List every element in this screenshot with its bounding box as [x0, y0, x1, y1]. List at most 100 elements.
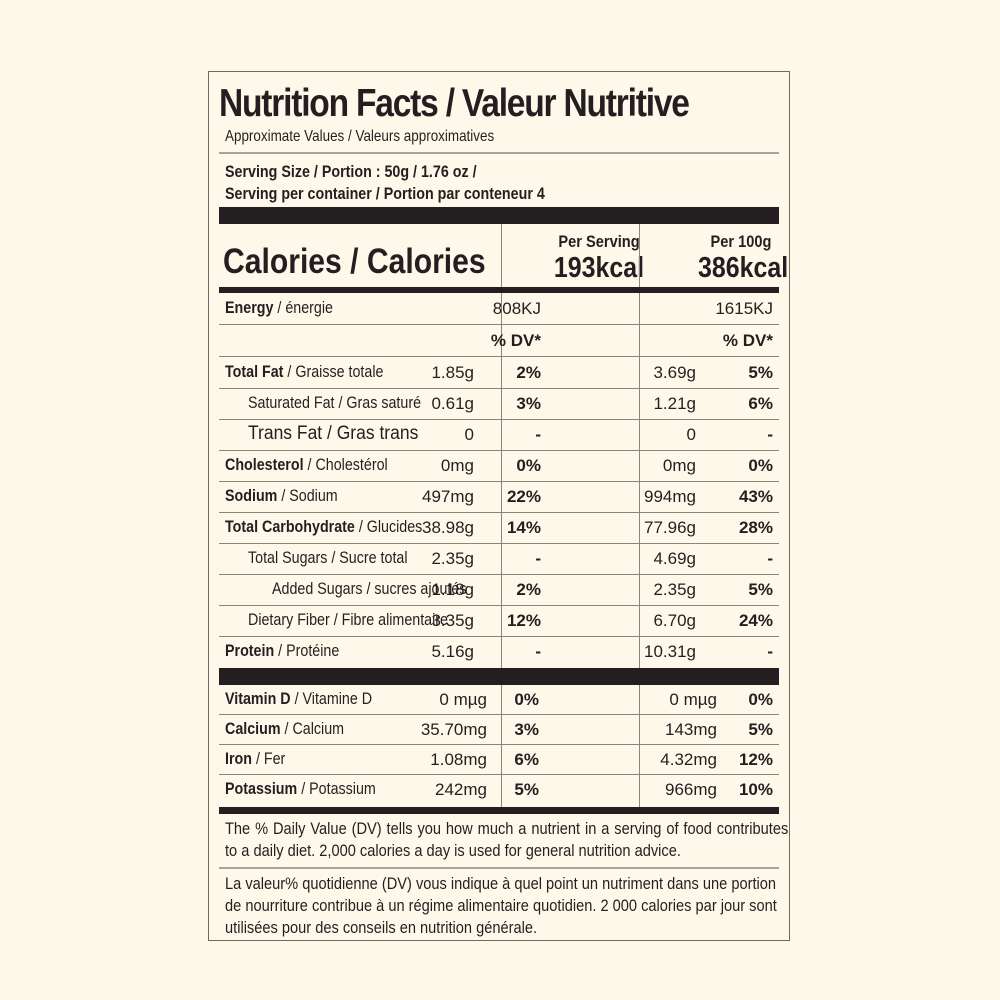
nutrient-name: Total Carbohydrate / Glucides [225, 517, 423, 536]
per-100g-amount: 1.21g [653, 394, 696, 413]
energy-row: Energy / énergie 808KJ 1615KJ [219, 293, 779, 325]
column-divider [639, 224, 640, 668]
per-100g-dv: 24% [738, 611, 773, 630]
nutrient-name: Cholesterol / Cholestérol [225, 455, 388, 474]
nutrient-name: Total Fat / Graisse totale [225, 362, 384, 381]
nutrient-row-total-sugars: Total Sugars / Sucre total 2.35g - 4.69g… [219, 543, 779, 575]
per-serving-dv: 3% [516, 394, 541, 413]
per-100g-dv: 0% [748, 690, 773, 709]
per-100g-dv: 43% [738, 487, 773, 506]
per-100g-amount: 2.35g [653, 580, 696, 599]
per-serving-header: Per Serving 193kcal [509, 232, 689, 284]
servings-per-container: Serving per container / Portion par cont… [225, 184, 545, 203]
calories-divider [219, 287, 779, 293]
per-100g-heading: Per 100g [710, 232, 772, 251]
column-divider [501, 224, 502, 668]
footnote-english: The % Daily Value (DV) tells you how muc… [225, 819, 789, 860]
per-serving-dv: 12% [506, 611, 541, 630]
serving-info: Serving Size / Portion : 50g / 1.76 oz /… [225, 161, 545, 205]
per-serving-amount: 0mg [440, 456, 474, 475]
per-serving-dv: 2% [516, 580, 541, 599]
nutrient-name: Potassium / Potassium [225, 779, 376, 798]
per-100g-dv: - [767, 549, 773, 568]
energy-per-100g: 1615KJ [715, 299, 773, 318]
per-100g-dv: 28% [738, 518, 773, 537]
nutrient-name: Protein / Protéine [225, 641, 340, 660]
vitamins-divider [219, 668, 779, 685]
vitamin-row-potassium: Potassium / Potassium 242mg 5% 966mg 10% [219, 775, 779, 804]
per-100g-amount: 10.31g [644, 642, 696, 661]
per-serving-amount: 497mg [422, 487, 474, 506]
calories-label: Calories / Calories [223, 242, 486, 281]
per-serving-dv: 6% [514, 750, 539, 769]
nutrient-row-sodium: Sodium / Sodium 497mg 22% 994mg 43% [219, 481, 779, 513]
per-serving-dv: 0% [514, 690, 539, 709]
per-serving-dv: 22% [506, 487, 541, 506]
per-serving-amount: 0 mµg [439, 690, 487, 709]
nutrient-row-added-sugars: Added Sugars / sucres ajoutés 1.18g 2% 2… [219, 574, 779, 606]
per-serving-amount: 38.98g [422, 518, 474, 537]
per-serving-amount: 2.35g [431, 549, 474, 568]
per-100g-amount: 6.70g [653, 611, 696, 630]
per-100g-amount: 0 [686, 425, 696, 444]
per-serving-heading: Per Serving [558, 232, 640, 251]
per-100g-amount: 77.96g [644, 518, 696, 537]
per-serving-dv: 5% [514, 780, 539, 799]
per-100g-amount: 0 mµg [669, 690, 717, 709]
per-serving-amount: 0.61g [431, 394, 474, 413]
per-serving-dv: - [535, 549, 541, 568]
per-100g-dv: 5% [748, 363, 773, 382]
per-serving-amount: 1.08mg [430, 750, 487, 769]
nutrient-row-dietary-fiber: Dietary Fiber / Fibre alimentaire 3.35g … [219, 605, 779, 637]
energy-per-serving: 808KJ [492, 299, 541, 318]
per-100g-header: Per 100g 386kcal [691, 232, 791, 284]
per-100g-amount: 3.69g [653, 363, 696, 382]
column-divider [501, 685, 502, 807]
dv-header-100g: % DV* [722, 331, 773, 350]
per-serving-amount: 242mg [435, 780, 487, 799]
per-serving-amount: 35.70mg [420, 720, 487, 739]
per-100g-dv: - [767, 425, 773, 444]
column-divider [639, 685, 640, 807]
nutrient-row-trans-fat: Trans Fat / Gras trans 0 - 0 - [219, 419, 779, 451]
per-100g-dv: 5% [748, 580, 773, 599]
nutrient-name: Saturated Fat / Gras saturé [248, 393, 422, 412]
nutrient-row-cholesterol: Cholesterol / Cholestérol 0mg 0% 0mg 0% [219, 450, 779, 482]
vitamin-row-iron: Iron / Fer 1.08mg 6% 4.32mg 12% [219, 745, 779, 775]
per-100g-dv: 10% [738, 780, 773, 799]
per-100g-amount: 0mg [662, 456, 696, 475]
per-100g-amount: 966mg [665, 780, 717, 799]
per-100g-dv: 5% [748, 720, 773, 739]
thick-divider [219, 207, 779, 224]
nutrient-row-total-fat: Total Fat / Graisse totale 1.85g 2% 3.69… [219, 357, 779, 389]
nutrient-name: Added Sugars / sucres ajoutés [272, 579, 467, 598]
per-100g-dv: 12% [738, 750, 773, 769]
per-serving-amount: 3.35g [431, 611, 474, 630]
per-100g-dv: 6% [748, 394, 773, 413]
per-100g-amount: 4.69g [653, 549, 696, 568]
label-title: Nutrition Facts / Valeur Nutritive [219, 82, 690, 125]
nutrient-row-protein: Protein / Protéine 5.16g - 10.31g - [219, 636, 779, 667]
divider [219, 152, 779, 154]
nutrient-name: Calcium / Calcium [225, 719, 345, 738]
per-serving-dv: 3% [514, 720, 539, 739]
dv-header-row: % DV* % DV* [219, 325, 779, 357]
per-serving-amount: 1.85g [431, 363, 474, 382]
per-serving-dv: - [535, 642, 541, 661]
label-subtitle: Approximate Values / Valeurs approximati… [225, 128, 495, 145]
nutrient-name: Energy / énergie [225, 298, 333, 317]
per-100g-calories: 386kcal [698, 252, 789, 284]
nutrient-name: Dietary Fiber / Fibre alimentaire [248, 610, 448, 629]
vitamin-row-calcium: Calcium / Calcium 35.70mg 3% 143mg 5% [219, 715, 779, 745]
per-serving-amount: 1.18g [431, 580, 474, 599]
dv-header-serving: % DV* [490, 331, 541, 350]
per-serving-dv: - [535, 425, 541, 444]
serving-size: Serving Size / Portion : 50g / 1.76 oz / [225, 162, 477, 181]
nutrition-facts-label: Nutrition Facts / Valeur Nutritive Appro… [208, 71, 790, 941]
nutrient-name: Vitamin D / Vitamine D [225, 689, 373, 708]
nutrient-name: Trans Fat / Gras trans [248, 423, 419, 444]
footnote-divider [219, 807, 779, 814]
vitamin-row-vitamin-d: Vitamin D / Vitamine D 0 mµg 0% 0 mµg 0% [219, 685, 779, 715]
per-100g-dv: 0% [748, 456, 773, 475]
per-100g-amount: 4.32mg [660, 750, 717, 769]
